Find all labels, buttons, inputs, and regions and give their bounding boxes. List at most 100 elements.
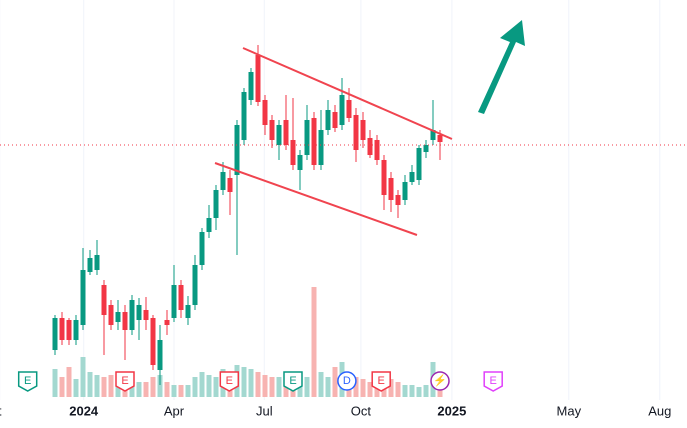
x-tick-label: Oct (351, 403, 372, 418)
candle-body (122, 312, 128, 330)
candle-body (290, 140, 296, 165)
event-marker (483, 371, 503, 392)
volume-bar (416, 387, 422, 397)
event-marker (283, 371, 303, 392)
volume-bar (241, 367, 247, 397)
volume-bar (73, 379, 79, 397)
x-tick-label: 2025 (437, 403, 466, 418)
candle-body (402, 182, 408, 200)
candle-body (416, 148, 422, 180)
x-tick-label: Jul (256, 403, 273, 418)
volume-bar (255, 372, 261, 397)
volume-bar (269, 377, 275, 397)
candle-body (255, 55, 261, 102)
candle-body (143, 310, 149, 320)
candle-body (234, 125, 240, 175)
volume-bar (94, 375, 100, 397)
volume-bar (360, 379, 366, 397)
candle-body (136, 305, 142, 320)
trend-line (242, 47, 453, 140)
trend-line (214, 162, 418, 236)
event-label: E (24, 375, 31, 387)
candle-body (353, 115, 359, 150)
candle-body (185, 305, 191, 318)
arrow (478, 20, 525, 114)
event-label: E (378, 375, 385, 387)
candle-body (374, 140, 380, 160)
x-axis: t 2024 Apr Jul Oct 2025 May Aug (0, 403, 671, 418)
volume-bar (367, 382, 373, 397)
event-label: E (226, 375, 233, 387)
candle-body (192, 265, 198, 305)
event-marker (17, 371, 38, 392)
volume-bar (143, 382, 149, 397)
candle-body (269, 120, 275, 140)
candle-body (52, 318, 58, 350)
volume-bar (192, 377, 198, 397)
volume-bar (206, 375, 212, 397)
candle-body (199, 232, 205, 265)
candle-body (360, 120, 366, 140)
candle-body (213, 190, 219, 218)
volume-bar (332, 367, 338, 397)
candle-body (241, 92, 247, 140)
candle-body (395, 195, 401, 205)
x-tick-label: May (557, 403, 582, 418)
candle-body (129, 300, 135, 330)
candle-body (339, 95, 345, 125)
volume-bar (59, 377, 65, 397)
candle-body (164, 320, 170, 325)
volume-bar (248, 369, 254, 397)
price-layer (52, 45, 443, 385)
candle-body (304, 120, 310, 155)
candle-body (283, 120, 289, 145)
volume-bar (199, 372, 205, 397)
event-label: E (121, 375, 128, 387)
volume-bar (185, 385, 191, 397)
candle-body (157, 340, 163, 370)
event-marker (337, 371, 357, 391)
event-marker (371, 371, 391, 392)
event-label: E (289, 375, 296, 387)
candle-body (297, 155, 303, 170)
volume-bar (157, 375, 163, 397)
volume-bar (108, 375, 114, 397)
candle-body (409, 172, 415, 182)
volume-bar (388, 379, 394, 397)
volume-bar (304, 377, 310, 397)
volume-bar (66, 367, 72, 397)
candle-body (318, 130, 324, 165)
volume-bar (353, 377, 359, 397)
candle-body (87, 258, 93, 272)
volume-bar (213, 377, 219, 397)
volume-bar (171, 385, 177, 397)
volume-bar (52, 369, 58, 397)
candle-body (94, 255, 100, 270)
candle-body (423, 145, 429, 152)
candle-body (73, 320, 79, 340)
volume-bar (409, 385, 415, 397)
candle-body (206, 218, 212, 232)
candle-body (171, 285, 177, 318)
candle-body (381, 160, 387, 195)
volume-bar (115, 379, 121, 397)
x-tick-label: Aug (648, 403, 671, 418)
candle-body (150, 318, 156, 365)
candle-body (227, 178, 233, 192)
candle-body (108, 305, 114, 325)
drawings (0, 47, 687, 236)
candle-body (178, 285, 184, 310)
volume-bar (276, 377, 282, 397)
event-marker (219, 371, 240, 392)
candle-body (262, 100, 268, 125)
candle-body (367, 138, 373, 155)
candle-body (325, 110, 331, 130)
candle-body (311, 118, 317, 165)
volume-bar (283, 379, 289, 397)
candle-body (346, 100, 352, 118)
volume-bar (297, 379, 303, 397)
volume-bar (402, 385, 408, 397)
